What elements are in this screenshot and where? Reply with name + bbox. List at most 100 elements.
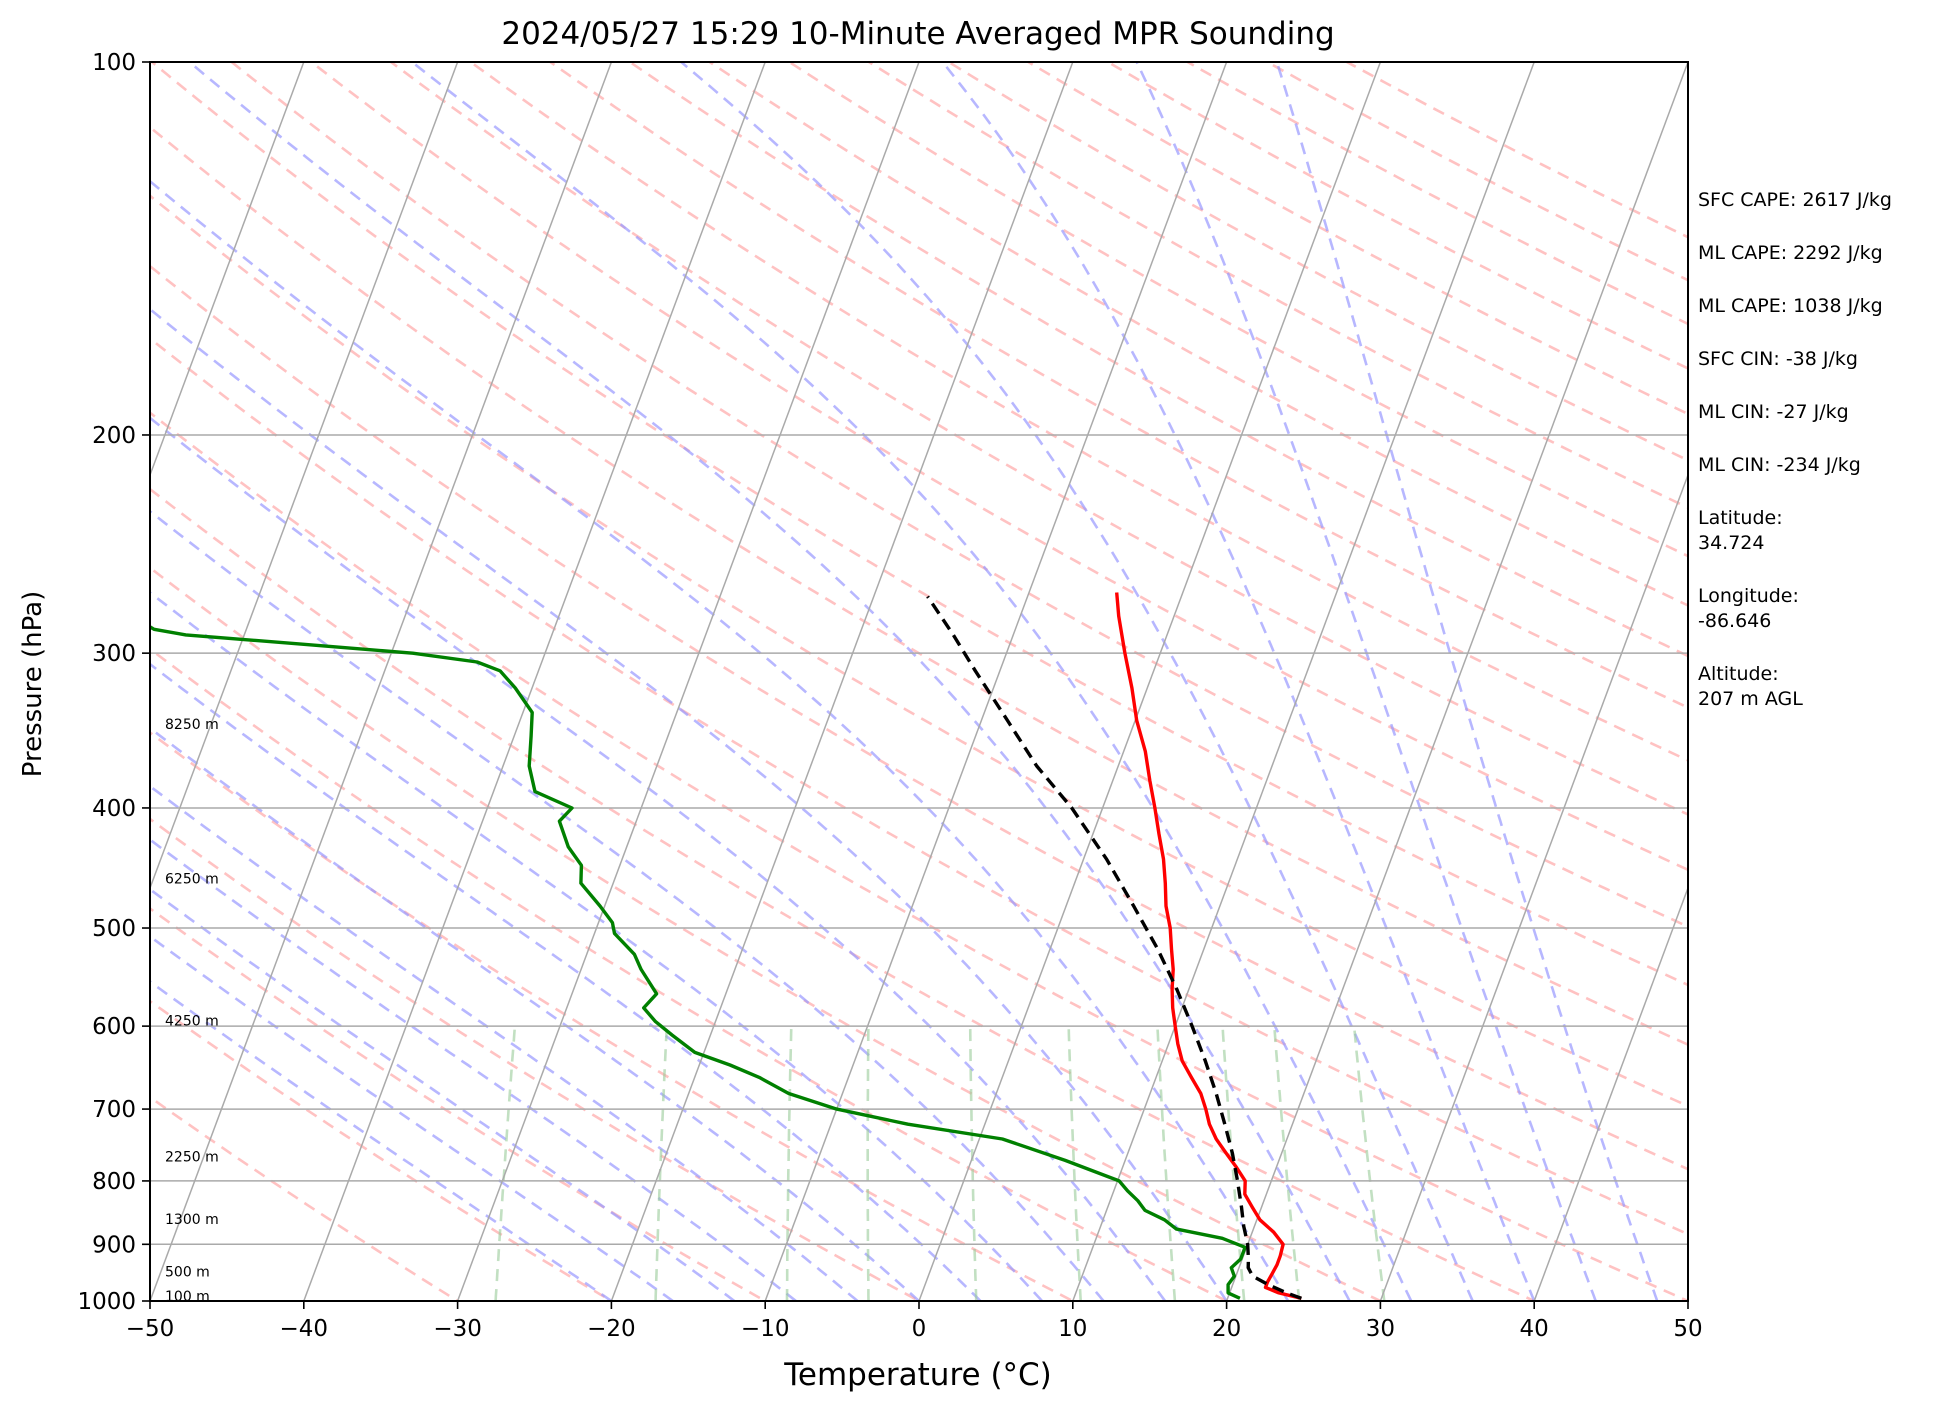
x-tick-label: −30	[433, 1316, 482, 1342]
isotherm-line	[150, 62, 305, 478]
moist-adiabat-line	[150, 934, 674, 1301]
moist-adiabat-line	[150, 590, 1043, 1301]
x-tick-label: 40	[1520, 1316, 1549, 1342]
stat-sfc-cape: SFC CAPE: 2617 J/kg	[1698, 189, 1892, 211]
stat-latitude: Latitude: 34.724	[1698, 507, 1783, 554]
mixing-ratio-line	[494, 1025, 517, 1301]
height-label: 4250 m	[165, 1014, 219, 1030]
stat-altitude: Altitude: 207 m AGL	[1698, 663, 1803, 710]
moist-adiabat-line	[150, 509, 1105, 1301]
x-tick-label: 10	[1058, 1316, 1087, 1342]
dry-adiabat-line	[150, 1095, 461, 1301]
dry-adiabat-line	[150, 336, 1688, 1236]
moist-adiabat-line	[1275, 62, 1659, 1301]
temperature-line	[1115, 592, 1302, 1300]
moist-adiabat-line	[150, 416, 1167, 1301]
dry-adiabat-line	[150, 999, 614, 1301]
dry-adiabat-line	[229, 62, 1688, 929]
x-tick-label: 20	[1212, 1316, 1241, 1342]
height-label: 1300 m	[165, 1212, 219, 1228]
isotherm-line	[1225, 62, 1688, 1301]
dry-adiabat-line	[468, 62, 1688, 762]
stat-ml-cin-2: ML CIN: -234 J/kg	[1698, 454, 1861, 476]
y-tick-label: 800	[92, 1169, 136, 1195]
y-tick-label: 500	[92, 916, 136, 942]
dry-adiabat-line	[548, 62, 1688, 710]
mixing-ratio-line	[1352, 1025, 1386, 1301]
height-label: 500 m	[165, 1264, 210, 1280]
y-tick-label: 600	[92, 1014, 136, 1040]
x-tick-label: −10	[741, 1316, 790, 1342]
chart-title: 2024/05/27 15:29 10-Minute Averaged MPR …	[501, 16, 1334, 52]
y-tick-label: 1000	[77, 1289, 136, 1315]
moist-adiabat-line	[680, 62, 1474, 1301]
height-label: 2250 m	[165, 1150, 219, 1166]
y-ticks: 1000 900 800 700 600 500 400 300 200 100	[77, 50, 150, 1315]
dry-adiabat-line	[150, 647, 1230, 1301]
x-axis-label: Temperature (°C)	[783, 1357, 1052, 1393]
dry-adiabat-line	[150, 62, 1688, 987]
stat-sfc-cin: SFC CIN: -38 J/kg	[1698, 348, 1858, 370]
moist-adiabat-line	[150, 662, 982, 1301]
dewpoint-line	[150, 624, 1247, 1300]
mixing-ratio-line	[785, 1026, 793, 1301]
isotherm-line	[456, 62, 920, 1301]
stat-ml-cape: ML CAPE: 2292 J/kg	[1698, 242, 1883, 264]
moist-adiabat-line	[150, 179, 1290, 1301]
x-ticks: −50 −40 −30 −20 −10 0 10 20 30 40 50	[126, 1301, 1703, 1342]
dry-adiabat-line	[150, 730, 1076, 1301]
moist-adiabat-line	[941, 62, 1536, 1301]
isotherm-line	[0, 34, 6, 1327]
stat-ml-cin: ML CIN: -27 J/kg	[1698, 401, 1849, 423]
isotherm-line	[918, 62, 1382, 1301]
isotherm-line	[150, 62, 613, 1301]
y-tick-label: 300	[92, 641, 136, 667]
moist-adiabat-line	[150, 726, 920, 1301]
isotherm-line	[302, 62, 767, 1301]
isotherm-line	[150, 62, 459, 891]
moist-adiabat-line	[150, 837, 797, 1301]
height-labels: 100 m 500 m 1300 m 2250 m 4250 m 6250 m 8250 m	[165, 717, 219, 1305]
y-axis-label: Pressure (hPa)	[18, 591, 48, 778]
dry-adiabat-line	[150, 194, 1688, 1108]
mixing-ratio-line	[654, 1026, 669, 1301]
height-label: 100 m	[165, 1289, 210, 1305]
x-tick-label: 0	[912, 1316, 927, 1342]
y-tick-label: 700	[92, 1097, 136, 1123]
stat-ml-cape-2: ML CAPE: 1038 J/kg	[1698, 295, 1883, 317]
x-tick-label: −40	[280, 1316, 329, 1342]
isotherm-line	[610, 62, 1074, 1301]
moist-adiabat-line	[150, 887, 736, 1301]
height-label: 8250 m	[165, 717, 219, 733]
data-lines	[150, 592, 1302, 1300]
dry-adiabat-line	[309, 62, 1688, 872]
dry-adiabat-line	[1025, 62, 1688, 416]
height-label: 6250 m	[165, 872, 219, 888]
dry-adiabat-line	[388, 62, 1688, 816]
x-tick-label: −50	[126, 1316, 175, 1342]
x-tick-label: 30	[1366, 1316, 1395, 1342]
dry-adiabat-line	[1105, 62, 1688, 370]
isotherm-line	[1533, 885, 1688, 1301]
dry-adiabat-line	[150, 125, 1688, 1047]
dry-adiabat-line	[150, 411, 1688, 1301]
moist-adiabat-line	[150, 307, 1228, 1301]
dry-adiabat-line	[150, 906, 768, 1301]
x-tick-label: −20	[587, 1316, 636, 1342]
y-tick-label: 200	[92, 423, 136, 449]
y-tick-label: 100	[92, 50, 136, 76]
moist-adiabat-line	[188, 62, 1351, 1301]
moist-adiabat-line	[1135, 62, 1597, 1301]
y-tick-label: 400	[92, 796, 136, 822]
mixing-ratio-line	[866, 1026, 870, 1301]
dry-adiabat-line	[866, 62, 1688, 510]
y-tick-label: 900	[92, 1232, 136, 1258]
isotherm-line	[764, 62, 1228, 1301]
isotherm-line	[1379, 472, 1688, 1301]
sounding-stats-panel: SFC CAPE: 2617 J/kg ML CAPE: 2292 J/kg M…	[1698, 188, 1928, 740]
moist-adiabat-line	[150, 784, 859, 1301]
isotherm-line	[1071, 62, 1536, 1301]
moist-adiabat-line	[411, 62, 1413, 1301]
x-tick-label: 50	[1673, 1316, 1702, 1342]
